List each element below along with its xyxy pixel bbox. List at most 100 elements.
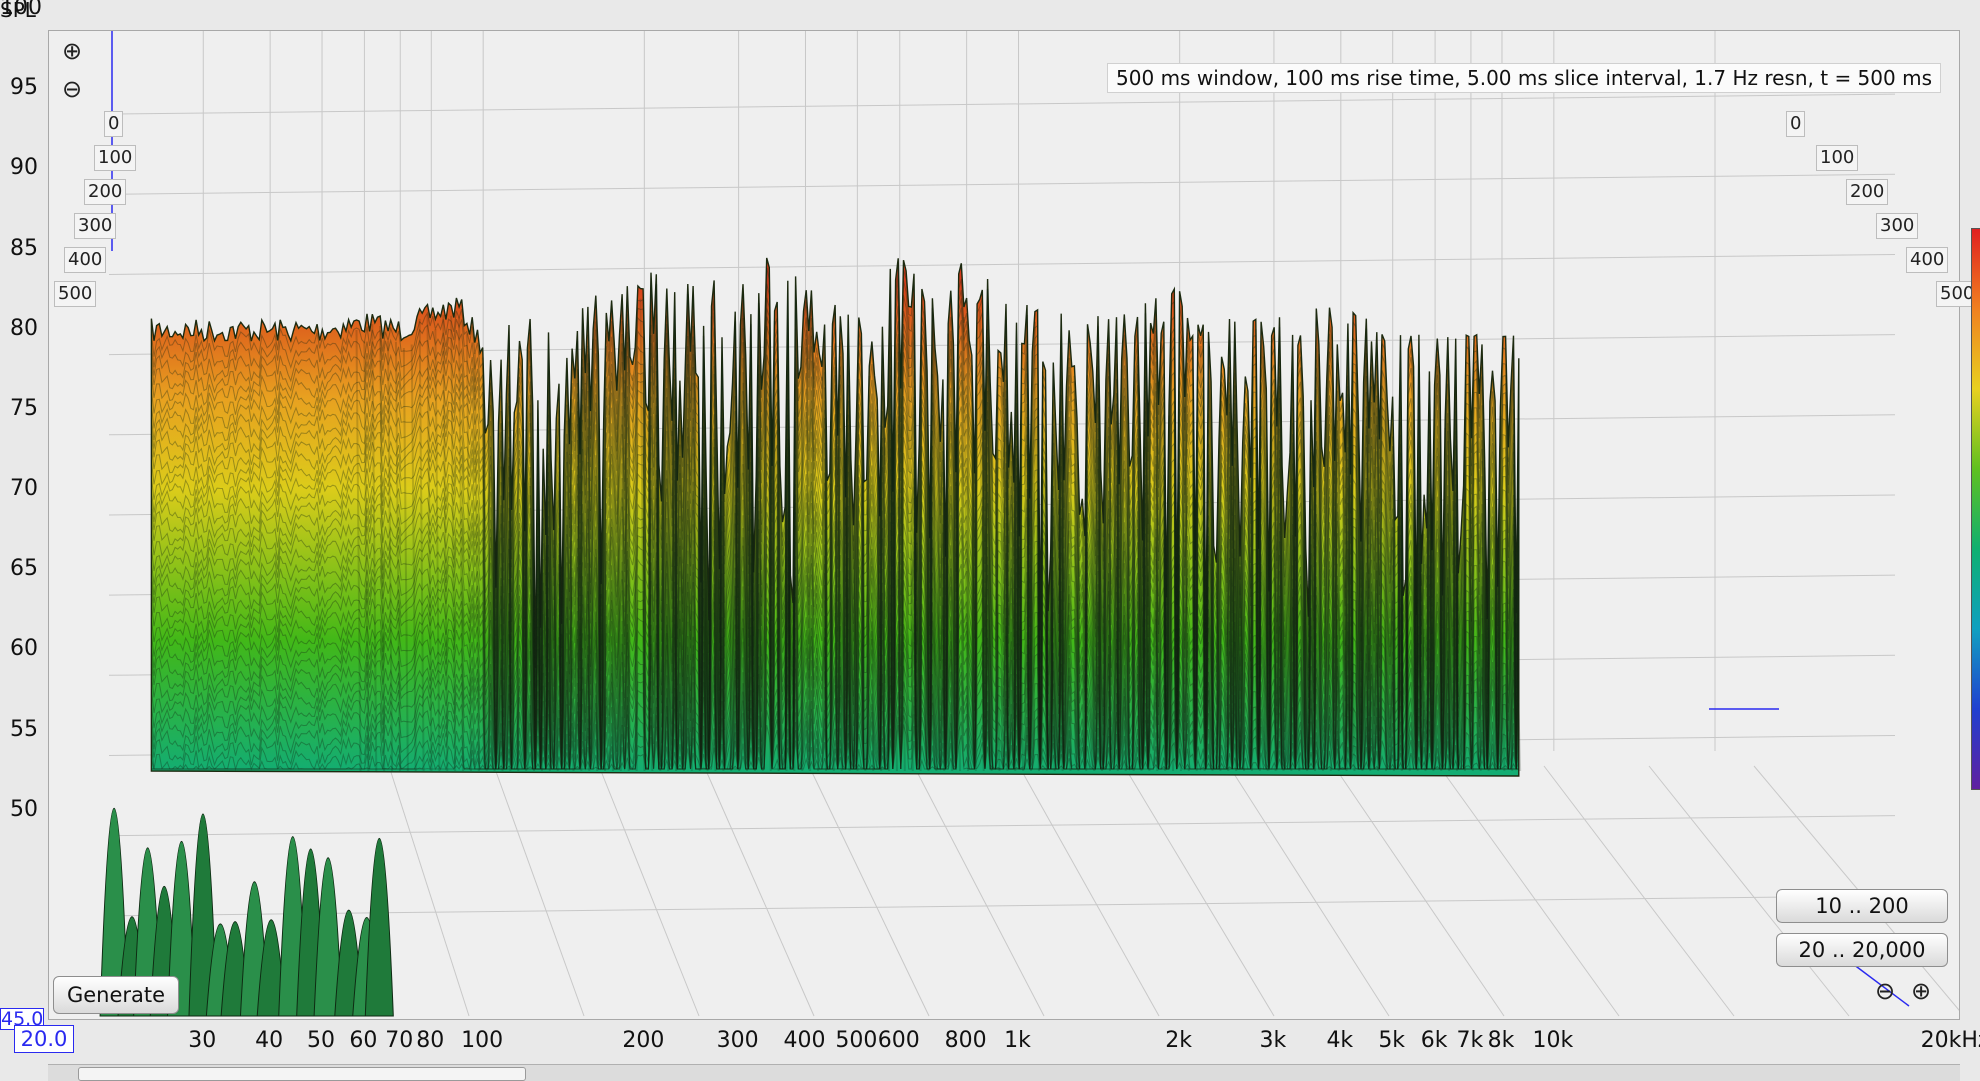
waterfall-ridge xyxy=(465,333,472,772)
horizontal-scrollbar[interactable] xyxy=(48,1064,1960,1081)
waterfall-ridge xyxy=(702,335,709,772)
waterfall-ridge xyxy=(473,352,480,772)
waterfall-ridge xyxy=(939,451,946,772)
generate-button[interactable]: Generate xyxy=(53,976,179,1014)
waterfall-ridge xyxy=(1349,484,1356,772)
waterfall-slice-line xyxy=(150,543,1520,771)
x-tick-label: 200 xyxy=(622,1028,665,1053)
waterfall-ridge xyxy=(1010,421,1017,772)
waterfall-slice-line xyxy=(150,447,1520,771)
waterfall-ridge xyxy=(876,408,883,772)
x-tick-label: 800 xyxy=(944,1028,987,1053)
waterfall-ridge xyxy=(1428,381,1435,772)
waterfall-slice-line xyxy=(150,267,1520,678)
waterfall-slice-line xyxy=(150,579,1520,770)
frequency-range-button[interactable]: 20 .. 20,000 xyxy=(1776,933,1948,967)
waterfall-ridge xyxy=(387,341,394,772)
x-zoom-in-icon[interactable]: ⊕ xyxy=(1910,977,1932,1005)
waterfall-ridge xyxy=(1033,321,1040,772)
waterfall-ridge xyxy=(1057,499,1064,772)
color-scale-bar xyxy=(1971,228,1980,790)
grid-line-y xyxy=(108,93,1896,115)
waterfall-slice-line xyxy=(150,638,1520,771)
waterfall-ridge xyxy=(442,314,449,772)
waterfall-ridge xyxy=(1396,526,1403,772)
waterfall-ridge xyxy=(1302,406,1309,772)
waterfall-ridge xyxy=(1175,615,1182,772)
time-range-button[interactable]: 10 .. 200 xyxy=(1776,889,1948,923)
waterfall-ridge xyxy=(623,380,630,772)
waterfall-ridge xyxy=(907,316,914,772)
waterfall-ridge xyxy=(978,309,985,772)
waterfall-ridge xyxy=(1049,561,1056,772)
waterfall-info-label: 500 ms window, 100 ms rise time, 5.00 ms… xyxy=(1107,63,1941,93)
waterfall-ridge xyxy=(1002,391,1009,772)
waterfall-ridge xyxy=(1207,341,1214,772)
x-min-field[interactable]: 20.0 xyxy=(14,1025,74,1053)
waterfall-ridge xyxy=(860,343,867,772)
waterfall-ridge xyxy=(1199,345,1206,772)
waterfall-slice-line xyxy=(150,506,1520,770)
waterfall-surface xyxy=(150,257,1520,777)
waterfall-ridge xyxy=(1475,344,1482,772)
waterfall-ridge xyxy=(899,398,906,772)
waterfall-ridge xyxy=(1507,457,1514,772)
waterfall-ridge xyxy=(836,445,843,772)
waterfall-ridge xyxy=(710,316,717,772)
waterfall-ridge xyxy=(631,374,638,772)
waterfall-ridge xyxy=(1388,461,1395,772)
waterfall-ridge xyxy=(734,321,741,772)
waterfall-ridge xyxy=(1081,508,1088,772)
waterfall-slice-line xyxy=(150,434,1520,770)
floor-grid-line xyxy=(808,765,930,1017)
waterfall-ridge xyxy=(1144,313,1151,772)
waterfall-ridge xyxy=(584,383,591,772)
waterfall-ridge xyxy=(1412,376,1419,772)
waterfall-ridge xyxy=(1436,348,1443,772)
waterfall-ridge xyxy=(686,293,693,772)
floor-grid-line xyxy=(1438,765,1620,1017)
time-tick-label: 100 xyxy=(1816,145,1859,171)
waterfall-ridge xyxy=(663,368,670,772)
waterfall-ridge xyxy=(371,324,378,772)
waterfall-plot[interactable]: ⊕ ⊖ 500 ms window, 100 ms rise time, 5.0… xyxy=(48,30,1979,1020)
waterfall-ridge xyxy=(962,316,969,772)
waterfall-ridge xyxy=(781,532,788,772)
waterfall-ridge xyxy=(789,585,796,772)
x-tick-label: 500 xyxy=(835,1028,878,1053)
waterfall-ridge xyxy=(915,542,922,772)
waterfall-slice-line xyxy=(150,690,1519,771)
scrollbar-thumb[interactable] xyxy=(78,1067,526,1081)
y-tick-label: 90 xyxy=(10,155,38,181)
x-zoom-out-icon[interactable]: ⊖ xyxy=(1874,977,1896,1005)
waterfall-ridge xyxy=(1491,380,1498,772)
x-tick-label: 8k xyxy=(1487,1028,1515,1053)
x-tick-label: 5k xyxy=(1378,1028,1406,1053)
waterfall-ridge xyxy=(647,421,654,772)
waterfall-slice-line xyxy=(150,316,1520,733)
x-tick-label: 80 xyxy=(416,1028,445,1053)
x-tick-label: 100 xyxy=(461,1028,504,1053)
waterfall-ridge xyxy=(678,390,685,772)
waterfall-ridge xyxy=(394,341,401,772)
waterfall-ridge xyxy=(1404,589,1411,772)
waterfall-slice-line xyxy=(150,534,1520,771)
waterfall-ridge xyxy=(1191,345,1198,772)
y-tick-label: 75 xyxy=(10,395,38,421)
waterfall-ridge xyxy=(1231,475,1238,772)
waterfall-ridge xyxy=(994,468,1001,772)
waterfall-ridge xyxy=(418,318,425,772)
zoom-in-icon[interactable]: ⊕ xyxy=(61,37,83,65)
waterfall-ridge xyxy=(1183,406,1190,772)
y-tick-label: 55 xyxy=(10,716,38,742)
waterfall-svg xyxy=(99,31,1959,1017)
waterfall-slice-line xyxy=(150,338,1520,751)
grid-line-y xyxy=(108,173,1896,195)
waterfall-ridge xyxy=(1026,314,1033,772)
waterfall-ridge xyxy=(529,329,536,772)
zoom-out-icon[interactable]: ⊖ xyxy=(61,75,83,103)
y-tick-label: 70 xyxy=(10,476,38,502)
waterfall-ridge xyxy=(1223,379,1230,772)
waterfall-ridge xyxy=(1317,354,1324,772)
waterfall-ridge xyxy=(1215,572,1222,772)
